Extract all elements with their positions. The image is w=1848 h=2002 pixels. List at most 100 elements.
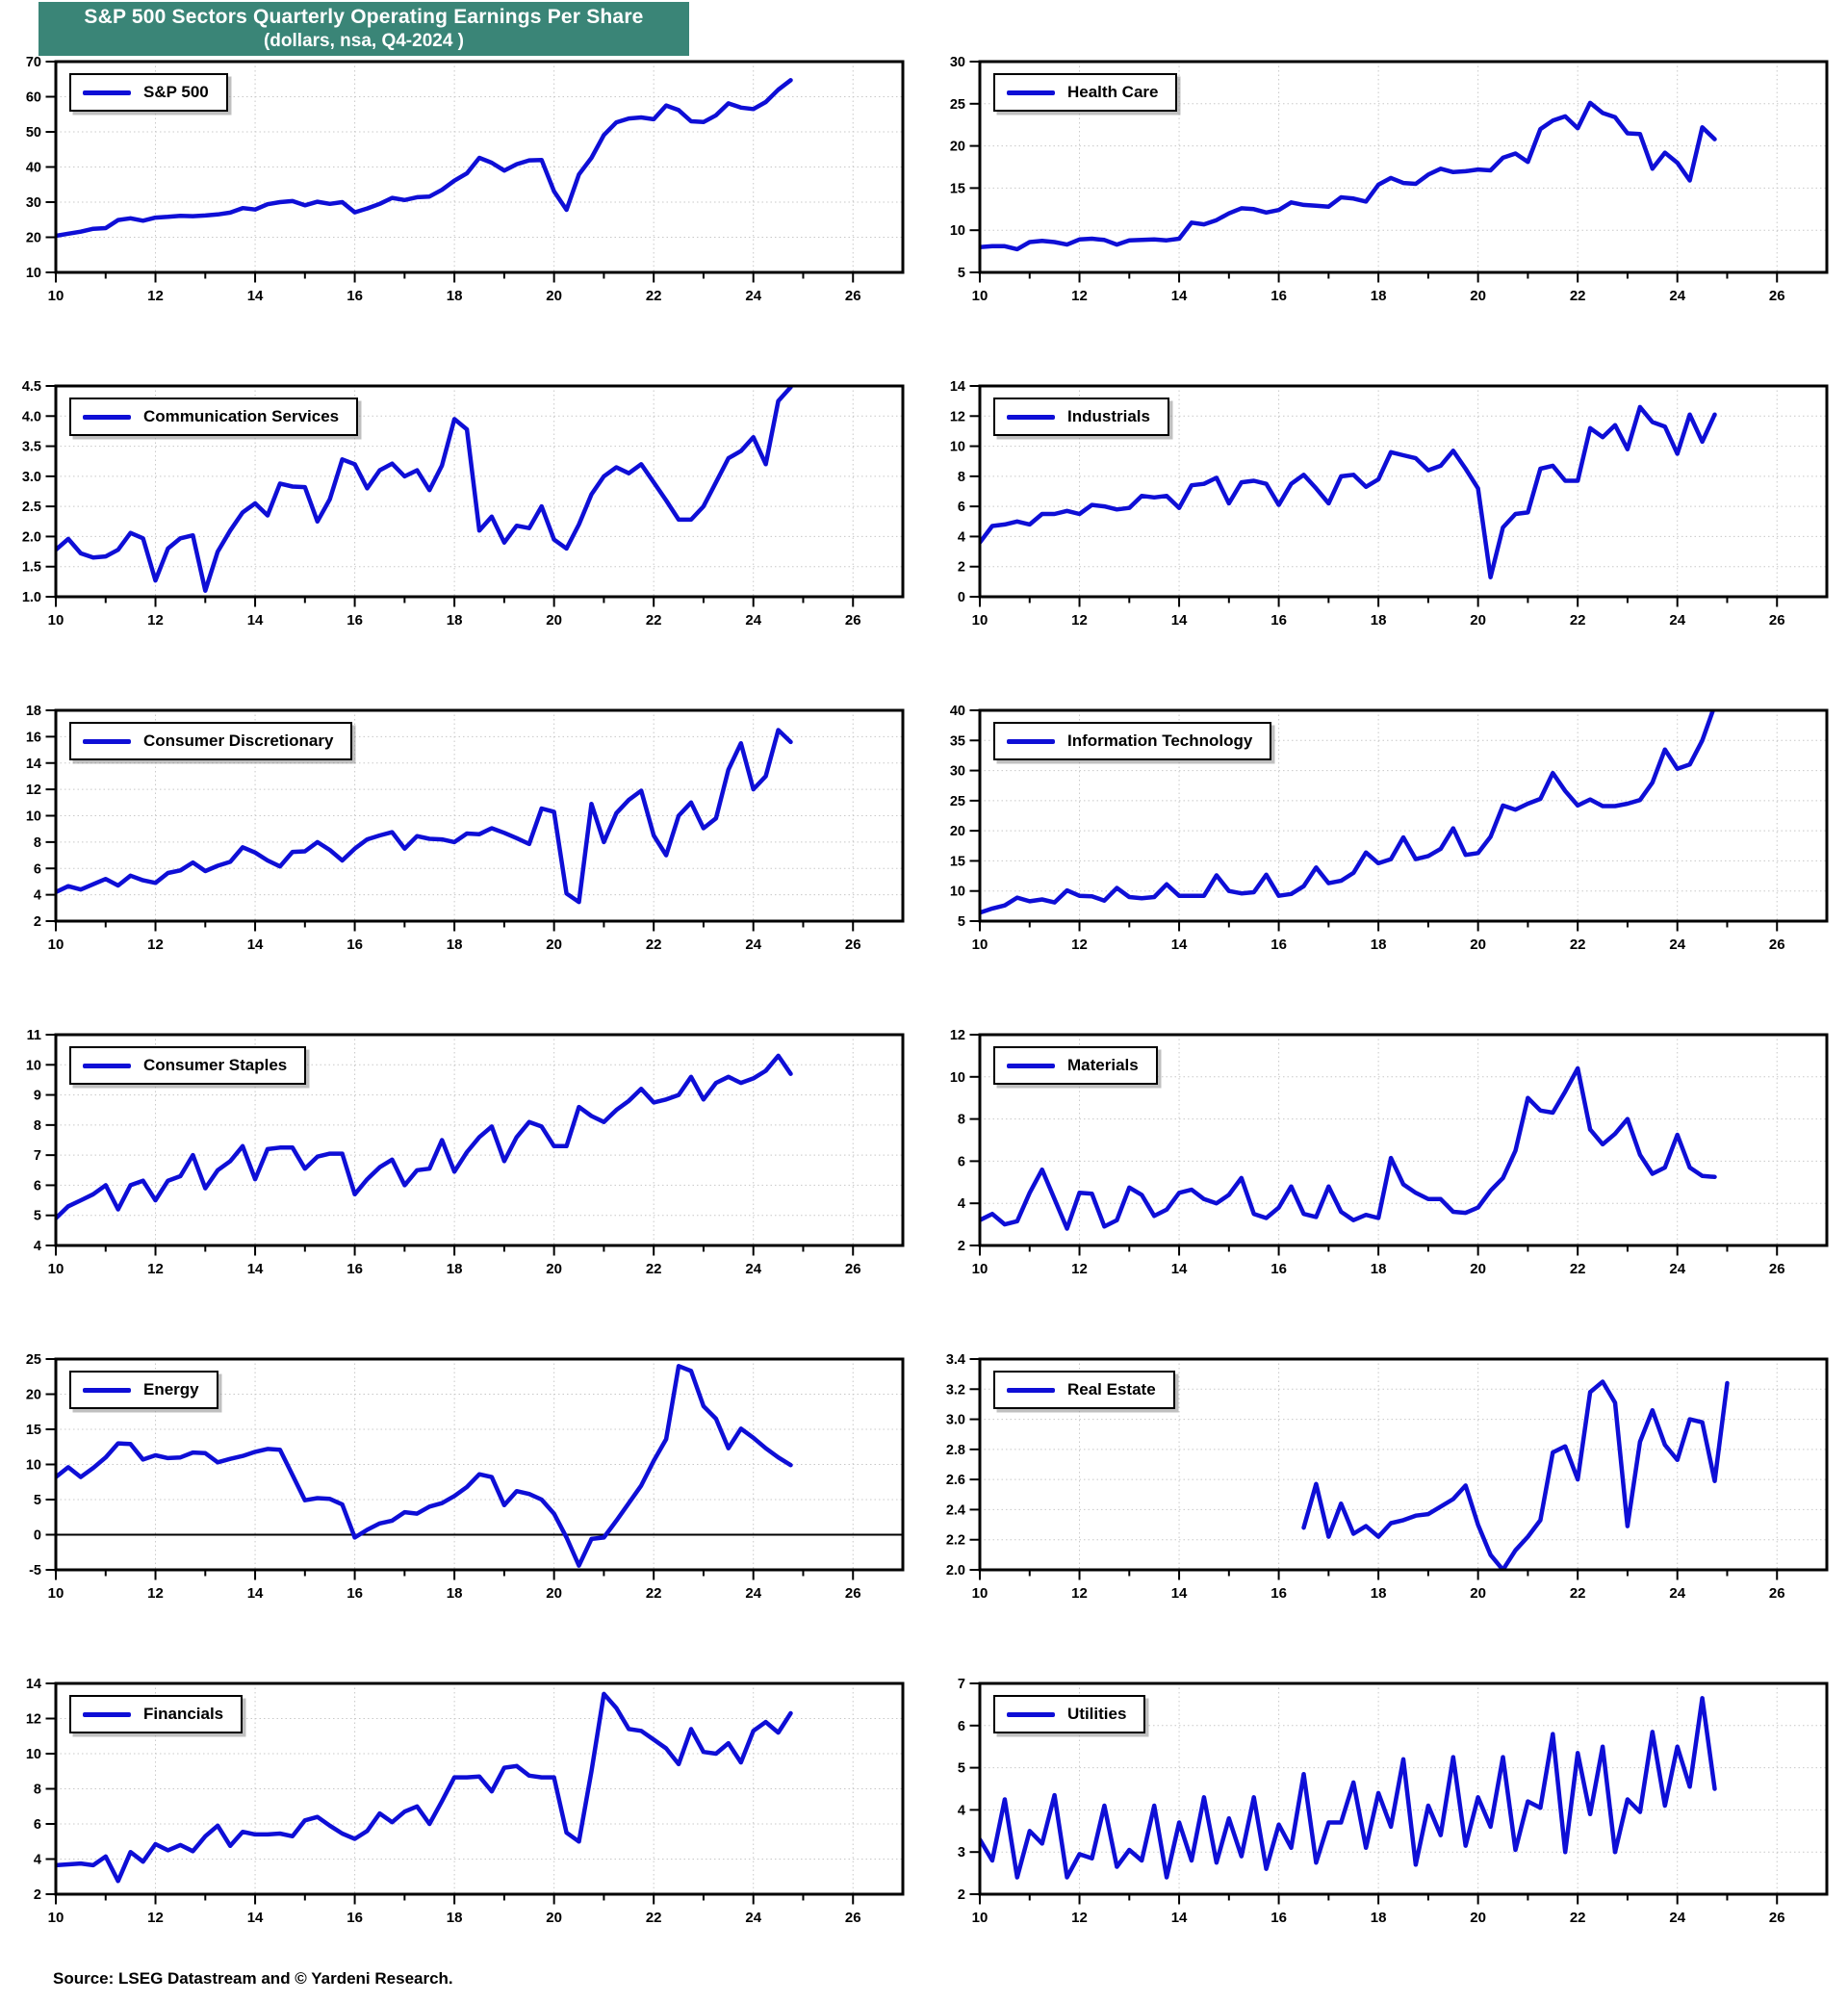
legend-label-materials: Materials [1067, 1056, 1139, 1074]
plot-sp500: 10 20 30 40 50 60 70 10 12 14 16 18 20 22 24 26 [26, 56, 905, 304]
x-tick-label: 10 [48, 1910, 64, 1926]
x-tick-label: 12 [1071, 937, 1088, 953]
chart-panel-sp500: 10 20 30 40 50 60 70 10 12 14 16 18 20 22 24 26 S&P 500 [0, 56, 924, 380]
legend-communication-services: Communication Services [69, 398, 359, 436]
y-tick-label: 30 [26, 195, 41, 211]
legend-label-information-technology: Information Technology [1067, 732, 1253, 750]
y-tick-label: 18 [26, 705, 41, 719]
x-tick-label: 10 [972, 1910, 988, 1926]
figure-title-line1: S&P 500 Sectors Quarterly Operating Earn… [84, 6, 644, 28]
legend-label-utilities: Utilities [1067, 1705, 1127, 1723]
plot-health-care: 5 10 15 20 25 30 10 12 14 16 18 20 22 24 26 [950, 56, 1829, 304]
y-tick-label: 7 [958, 1678, 965, 1692]
y-tick-label: 5 [958, 1761, 965, 1777]
x-tick-label: 20 [546, 1910, 562, 1926]
legend-sp500: S&P 500 [69, 73, 228, 112]
x-tick-label: 18 [1371, 1261, 1387, 1277]
legend-label-consumer-staples: Consumer Staples [143, 1056, 288, 1074]
plot-real-estate: 2.0 2.2 2.4 2.6 2.8 3.0 3.2 3.4 10 12 14 16 18 20 22 24… [946, 1353, 1829, 1602]
y-tick-label: 15 [950, 854, 965, 869]
x-tick-label: 24 [1669, 1910, 1685, 1926]
x-tick-label: 14 [1171, 1910, 1188, 1926]
legend-label-health-care: Health Care [1067, 83, 1159, 101]
chart-panel-health-care: 5 10 15 20 25 30 10 12 14 16 18 20 22 24 26 Health Care [924, 56, 1848, 380]
x-tick-label: 24 [1669, 937, 1685, 953]
y-tick-label: 8 [34, 1118, 41, 1134]
y-tick-label: 8 [34, 1783, 41, 1798]
legend-line-icon [1007, 414, 1055, 420]
x-tick-label: 24 [745, 288, 761, 304]
chart-panel-utilities: 2 3 4 5 6 7 10 12 14 16 18 20 22 24 26 Utilities [924, 1678, 1848, 2002]
y-tick-label: 14 [26, 1678, 41, 1692]
y-tick-label: 10 [950, 440, 965, 455]
x-tick-label: 16 [1270, 1910, 1287, 1926]
y-tick-label: 4 [34, 888, 41, 904]
x-tick-label: 18 [1371, 1910, 1387, 1926]
y-tick-label: 10 [26, 1747, 41, 1762]
legend-real-estate: Real Estate [993, 1371, 1175, 1409]
legend-label-real-estate: Real Estate [1067, 1380, 1156, 1399]
y-tick-label: 7 [34, 1148, 41, 1164]
y-tick-label: 50 [26, 125, 41, 141]
y-tick-label: 20 [950, 140, 965, 155]
legend-energy: Energy [69, 1371, 218, 1409]
y-tick-label: 5 [34, 1209, 41, 1224]
x-tick-label: 24 [745, 612, 761, 629]
y-tick-label: 12 [26, 1712, 41, 1728]
legend-health-care: Health Care [993, 73, 1178, 112]
legend-line-icon [1007, 1063, 1055, 1068]
x-tick-label: 16 [346, 1585, 363, 1602]
legend-line-icon [1007, 1387, 1055, 1393]
x-tick-label: 24 [745, 1910, 761, 1926]
x-tick-label: 12 [147, 1261, 164, 1277]
x-tick-label: 18 [1371, 1585, 1387, 1602]
x-tick-label: 24 [745, 937, 761, 953]
x-tick-label: 14 [1171, 1261, 1188, 1277]
legend-label-energy: Energy [143, 1380, 199, 1399]
x-tick-label: 22 [646, 1910, 662, 1926]
y-tick-label: 3 [958, 1845, 965, 1861]
y-tick-label: 8 [958, 470, 965, 485]
y-tick-label: 3.0 [22, 470, 41, 485]
y-tick-label: 6 [958, 1719, 965, 1734]
x-tick-label: 20 [1470, 1910, 1486, 1926]
x-tick-label: 14 [1171, 1585, 1188, 1602]
x-tick-label: 26 [845, 612, 861, 629]
x-tick-label: 16 [1270, 612, 1287, 629]
legend-consumer-discretionary: Consumer Discretionary [69, 722, 353, 760]
x-tick-label: 22 [646, 288, 662, 304]
y-tick-label: 5 [958, 914, 965, 930]
x-tick-label: 18 [447, 288, 463, 304]
x-tick-label: 18 [447, 1585, 463, 1602]
y-tick-label: 2 [958, 1887, 965, 1903]
y-tick-label: 10 [26, 1058, 41, 1073]
y-tick-label: 10 [26, 809, 41, 825]
x-tick-label: 20 [1470, 612, 1486, 629]
x-tick-label: 26 [845, 1910, 861, 1926]
legend-line-icon [83, 738, 131, 744]
x-tick-label: 10 [48, 937, 64, 953]
x-tick-label: 10 [972, 288, 988, 304]
x-tick-label: 26 [1769, 1261, 1785, 1277]
y-tick-label: -5 [29, 1563, 41, 1578]
y-tick-label: 12 [950, 1029, 965, 1043]
x-tick-label: 16 [346, 1910, 363, 1926]
y-tick-label: 4 [958, 1196, 965, 1212]
x-tick-label: 20 [546, 612, 562, 629]
y-tick-label: 2.8 [946, 1443, 965, 1458]
plot-communication-services: 1.0 1.5 2.0 2.5 3.0 3.5 4.0 4.5 10 12 14 16 18 20 22 24… [22, 380, 905, 629]
y-tick-label: 10 [950, 1070, 965, 1086]
x-tick-label: 22 [1570, 1585, 1586, 1602]
x-tick-label: 16 [1270, 1261, 1287, 1277]
y-tick-label: 30 [950, 764, 965, 780]
x-tick-label: 14 [247, 1910, 264, 1926]
chart-panel-consumer-discretionary: 2 4 6 8 10 12 14 16 18 10 12 14 16 18 20 22 24 26 Consumer… [0, 705, 924, 1029]
legend-line-icon [83, 1387, 131, 1393]
y-tick-label: 2.0 [946, 1563, 965, 1578]
x-tick-label: 14 [247, 612, 264, 629]
x-tick-label: 26 [1769, 937, 1785, 953]
legend-utilities: Utilities [993, 1695, 1146, 1733]
